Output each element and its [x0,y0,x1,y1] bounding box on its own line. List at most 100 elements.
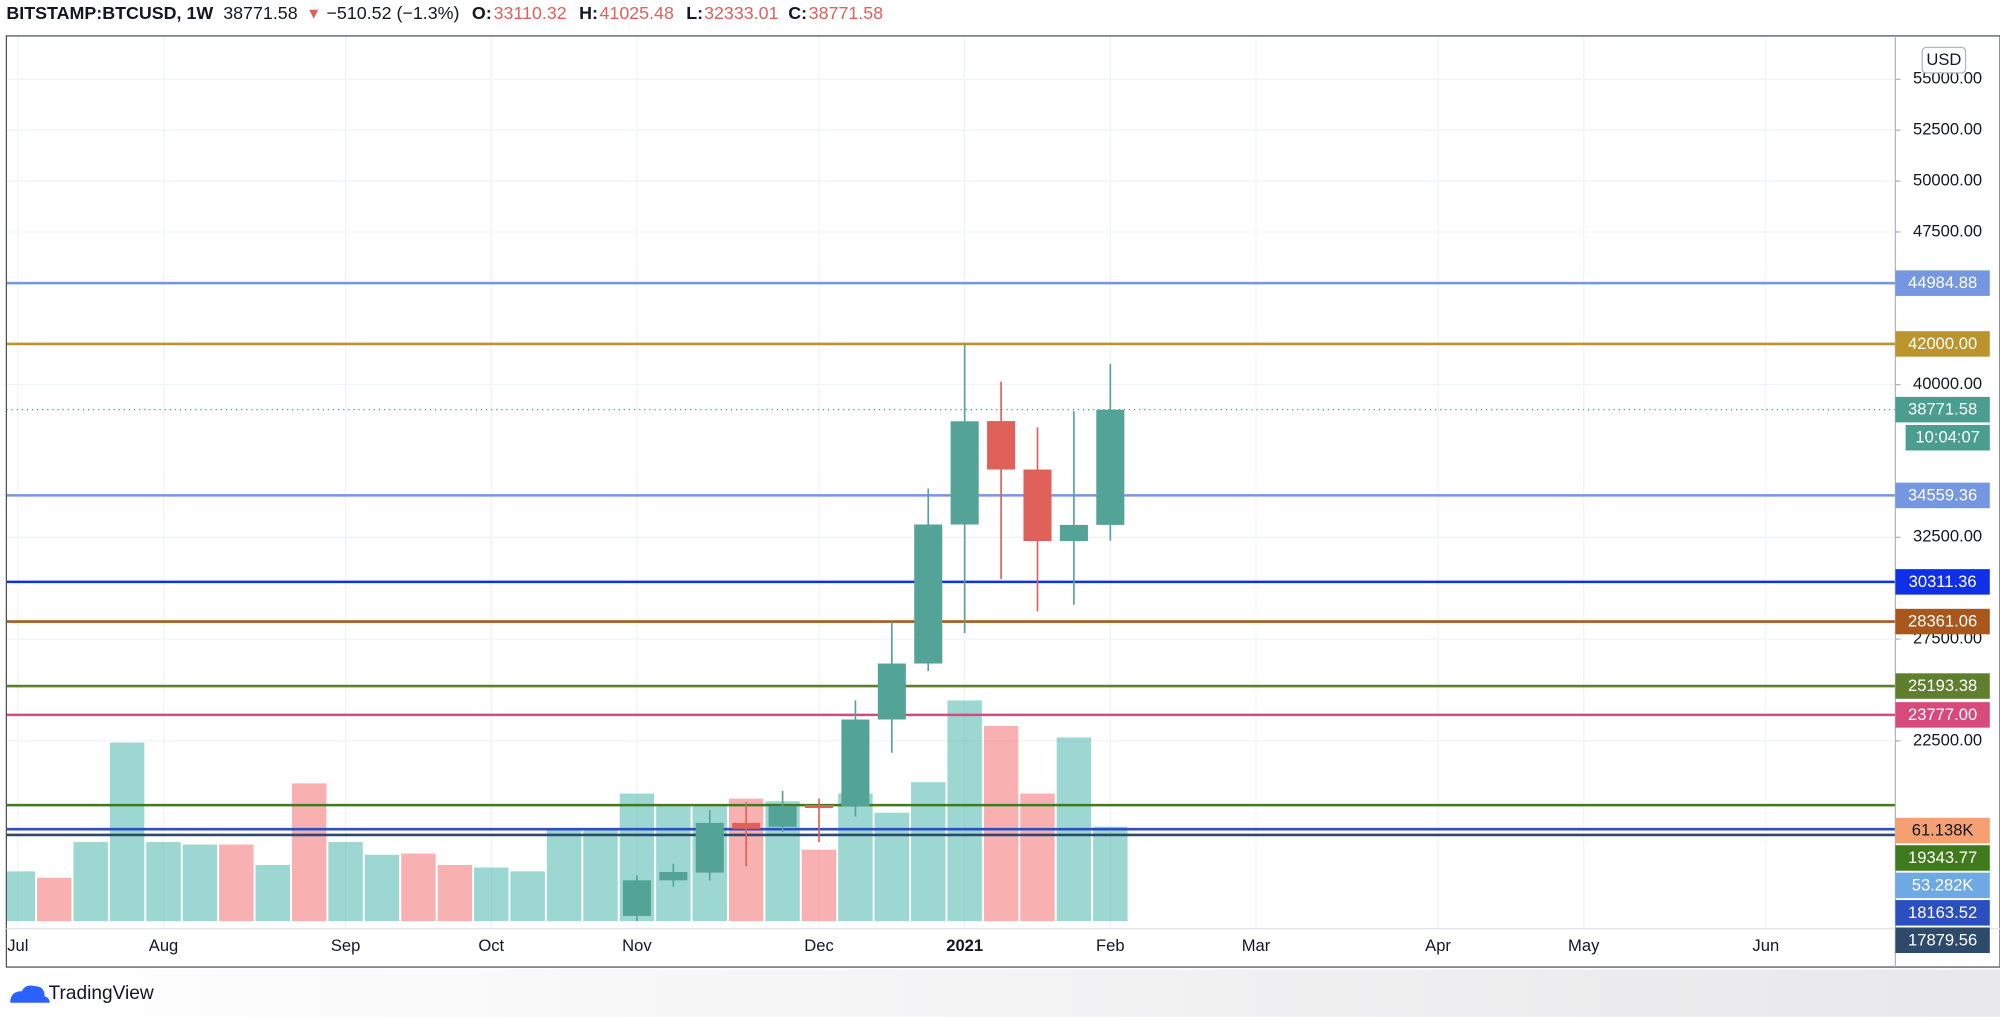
level-label-bg [1895,569,1990,595]
frame [5,35,2000,968]
x-tick-label: Nov [622,936,652,955]
volume-bar [947,700,982,922]
level-label: 19343.77 [1908,848,1977,867]
volume-bar [255,865,290,922]
level-label-bg [1895,482,1990,509]
level-label: 42000.00 [1908,334,1977,353]
candle-body [841,719,870,807]
volume-bar [401,853,436,922]
countdown-bg [1905,424,1990,451]
x-tick-label: Sep [331,936,360,955]
level-label: 34559.36 [1908,485,1977,504]
candle-body [804,805,834,809]
candle-layer [622,344,1125,922]
open-value: 33110.32 [494,3,567,23]
candle-body [622,880,651,916]
close-label: C: [788,3,807,23]
volume-profile-label: 61.138K [1912,821,1974,840]
level-label-bg [1895,270,1990,296]
level-label-bg [1895,702,1990,728]
brand-name: TradingView [48,983,153,1004]
volume-bar [546,829,582,922]
y-tick-label: 52500.00 [1913,120,1982,139]
volume-bar [146,842,181,922]
volume-bar [109,742,145,922]
level-label: 18163.52 [1908,903,1977,922]
volume-bar [437,865,473,922]
y-tick-label: 50000.00 [1913,170,1982,189]
level-label: 28361.06 [1908,612,1977,631]
x-tick-label: Jul [7,936,28,955]
volume-bar [328,842,363,922]
x-tick-label: Mar [1242,936,1271,955]
volume-bar [474,867,509,922]
volume-bar [656,806,691,922]
level-label: 30311.36 [1909,572,1977,591]
level-label-bg [1895,673,1990,699]
close-value: 38771.58 [809,3,884,23]
current-price-label: 38771.58 [1908,400,1977,419]
level-label: 23777.00 [1908,705,1977,724]
candle-body [987,421,1016,470]
symbol: BITSTAMP:BTCUSD, 1W [6,3,213,23]
y-tick-label: 22500.00 [1913,730,1982,749]
last-price: 38771.58 [223,3,298,23]
brand-logo [10,985,50,1003]
volume-bar [911,782,946,922]
current-price-label-bg [1895,396,1990,423]
level-label-bg [1895,845,1990,871]
volume-profile-label-bg [1895,872,1990,899]
level-label-bg [1895,927,1990,954]
grid [6,35,1896,929]
high-label: H: [579,3,598,23]
candle-body [695,822,724,873]
volume-layer [6,700,1128,922]
candle-body [950,421,979,525]
volume-bar [6,871,36,922]
volume-bar [983,725,1019,922]
volume-bar [182,844,218,922]
unit-label: USD [1926,50,1961,69]
level-label-bg [1895,331,1990,357]
x-tick-label: 2021 [946,936,983,955]
high-value: 41025.48 [599,3,674,23]
candle-body [914,524,943,664]
low-value: 32333.01 [704,3,779,23]
x-tick-label: Oct [478,936,504,955]
y-tick-label: 32500.00 [1913,527,1982,546]
volume-profile-label: 53.282K [1912,875,1974,894]
volume-bar [1093,826,1128,922]
volume-bar [1020,793,1055,922]
open-label: O: [472,3,492,23]
volume-profile-label-bg [1895,817,1990,844]
low-label: L: [686,3,703,23]
candle-body [659,871,688,881]
x-tick-label: Jun [1752,936,1779,955]
level-label: 44984.88 [1908,273,1977,292]
change-arrow: ▼ [306,5,321,22]
level-label-bg [1895,608,1990,635]
candle-body [877,663,906,720]
x-tick-label: Feb [1096,936,1125,955]
level-label-bg [1895,900,1990,926]
x-tick-label: Aug [149,936,179,955]
candle-body [1096,409,1125,525]
countdown: 10:04:07 [1915,428,1980,447]
candle-body [1023,469,1052,541]
y-tick-label: 47500.00 [1913,221,1982,240]
brand[interactable]: TradingView [10,983,154,1004]
label-layer: 38771.58 10:04:07 44984.88 42000.00 34559.36… [1895,270,1990,954]
x-tick-label: Dec [804,936,833,955]
volume-bar [801,849,837,922]
unit-box[interactable] [1921,46,1967,74]
y-tick-label: 40000.00 [1913,374,1982,393]
volume-bar [510,871,545,922]
volume-bar [37,877,72,922]
header: BITSTAMP:BTCUSD, 1W 38771.58 ▼ −510.52 (… [6,3,883,23]
level-label: 25193.38 [1908,676,1977,695]
volume-bar [874,812,910,922]
volume-bar [583,829,618,922]
level-layer [6,281,1896,837]
footer-bg [0,969,2000,1017]
